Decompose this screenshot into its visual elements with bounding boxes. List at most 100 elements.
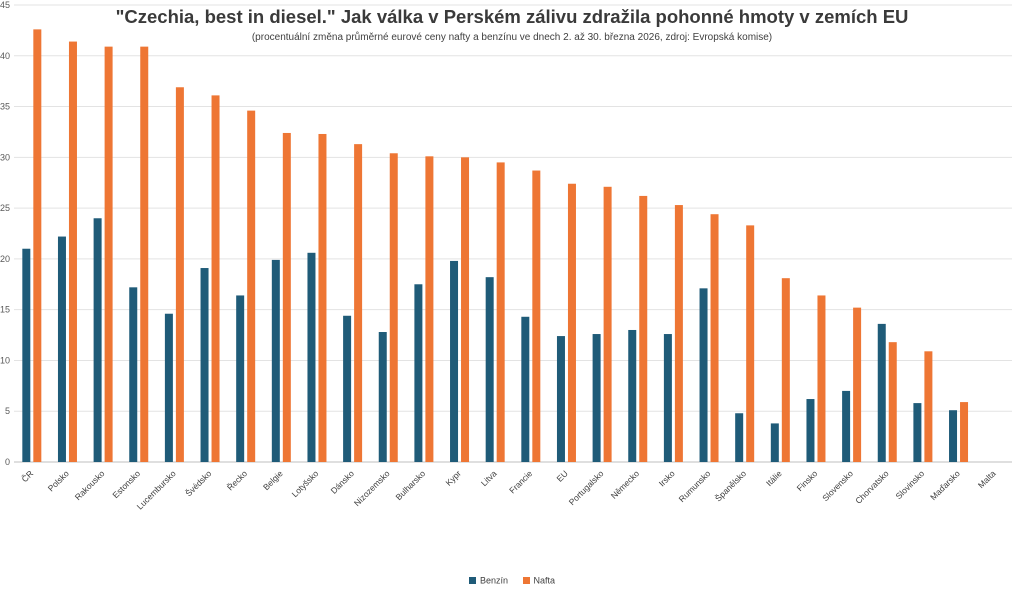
bar-benzin (556, 336, 565, 462)
bar-benzin (485, 277, 494, 462)
x-tick-label: Nizozemsko (352, 468, 392, 508)
bar-benzin (450, 260, 459, 462)
legend-swatch-nafta (522, 577, 530, 585)
bar-nafta (318, 133, 327, 462)
bar-nafta (461, 157, 470, 463)
bar-nafta (639, 195, 648, 462)
bar-nafta (710, 214, 719, 462)
bar-nafta (354, 144, 363, 462)
bar-benzin (22, 248, 31, 462)
y-tick-label: 0 (5, 457, 10, 467)
x-tick-label: Slovensko (820, 468, 855, 503)
bar-benzin (949, 410, 958, 462)
x-tick-label: Litva (479, 468, 499, 488)
bar-benzin (770, 423, 779, 462)
x-tick-label: Řecko (225, 468, 249, 492)
bar-nafta (425, 156, 434, 462)
bar-benzin (521, 316, 530, 462)
x-tick-label: EU (554, 468, 569, 483)
chart-subtitle: (procentuální změna průměrné eurové ceny… (251, 32, 773, 43)
bar-benzin (93, 218, 102, 462)
y-tick-label: 15 (0, 305, 10, 315)
bar-nafta (104, 46, 113, 462)
bar-benzin (806, 399, 815, 462)
bar-benzin (877, 323, 886, 462)
x-tick-label: Estonsko (110, 468, 142, 500)
bar-nafta (746, 225, 755, 462)
bar-benzin (414, 284, 423, 462)
bar-nafta (389, 153, 398, 462)
bar-benzin (271, 259, 280, 462)
x-tick-label: Finsko (795, 468, 820, 493)
y-tick-label: 10 (0, 355, 10, 365)
bar-nafta (853, 307, 862, 462)
bar-benzin (57, 236, 66, 462)
y-tick-label: 35 (0, 102, 10, 112)
bar-benzin (628, 329, 637, 462)
bar-nafta (282, 132, 291, 462)
bar-nafta (211, 95, 220, 462)
bar-benzin (913, 403, 922, 462)
bar-nafta (175, 87, 184, 462)
x-tick-label: ČR (19, 468, 35, 484)
bar-benzin (378, 332, 387, 462)
x-tick-label: Bulharsko (393, 468, 427, 502)
bar-nafta (924, 351, 933, 462)
x-tick-label: Rumunsko (677, 468, 713, 504)
bar-benzin (236, 295, 245, 462)
y-tick-label: 20 (0, 254, 10, 264)
x-tick-label: Kypr (444, 468, 464, 488)
bar-nafta (496, 162, 505, 462)
x-tick-label: Malta (976, 468, 998, 490)
bar-benzin (164, 313, 173, 462)
y-tick-label: 45 (0, 0, 10, 10)
x-tick-label: Dánsko (329, 468, 357, 496)
x-tick-label: Polsko (46, 468, 71, 493)
bar-benzin (307, 252, 316, 462)
bar-benzin (735, 413, 744, 462)
x-tick-label: Španělsko (713, 468, 748, 503)
bar-nafta (532, 170, 541, 462)
chart-title: "Czechia, best in diesel." Jak válka v P… (115, 6, 909, 27)
legend-item-nafta: Nafta (522, 575, 556, 586)
legend: Benzín Nafta (0, 575, 1024, 586)
bar-benzin (699, 288, 708, 462)
x-tick-label: Lotyšsko (290, 468, 321, 499)
y-tick-label: 25 (0, 203, 10, 213)
bar-nafta (68, 41, 77, 463)
legend-item-benzin: Benzín (468, 575, 508, 586)
x-tick-label: Maďarsko (928, 468, 962, 502)
y-tick-label: 40 (0, 51, 10, 61)
y-tick-label: 30 (0, 152, 10, 162)
bar-nafta (247, 110, 256, 463)
legend-label-benzin: Benzín (479, 575, 508, 586)
bar-nafta (567, 183, 576, 462)
x-tick-label: Rakousko (73, 468, 107, 502)
bar-nafta (33, 29, 42, 463)
bar-benzin (663, 334, 672, 462)
legend-swatch-benzin (468, 577, 476, 585)
x-tick-label: Německo (609, 468, 642, 501)
bar-benzin (592, 334, 601, 462)
bar-benzin (343, 315, 352, 462)
bar-benzin (129, 287, 138, 462)
bar-nafta (781, 278, 790, 462)
bar-nafta (960, 402, 969, 462)
x-tick-label: Francie (507, 468, 534, 495)
bar-nafta (674, 205, 683, 462)
x-tick-label: Itálie (764, 468, 784, 488)
legend-label-nafta: Nafta (533, 575, 556, 586)
x-tick-label: Chorvatsko (853, 468, 891, 506)
x-tick-label: Švédsko (183, 468, 213, 498)
bar-nafta (603, 186, 612, 463)
bar-nafta (888, 342, 897, 462)
bar-nafta (140, 46, 149, 462)
x-tick-label: Portugalsko (567, 468, 606, 507)
x-tick-label: Slovinsko (894, 468, 927, 501)
x-tick-label: Belgie (261, 468, 285, 492)
y-tick-label: 5 (5, 406, 10, 416)
bar-benzin (842, 390, 851, 462)
bar-benzin (200, 268, 209, 462)
bar-nafta (817, 295, 826, 462)
